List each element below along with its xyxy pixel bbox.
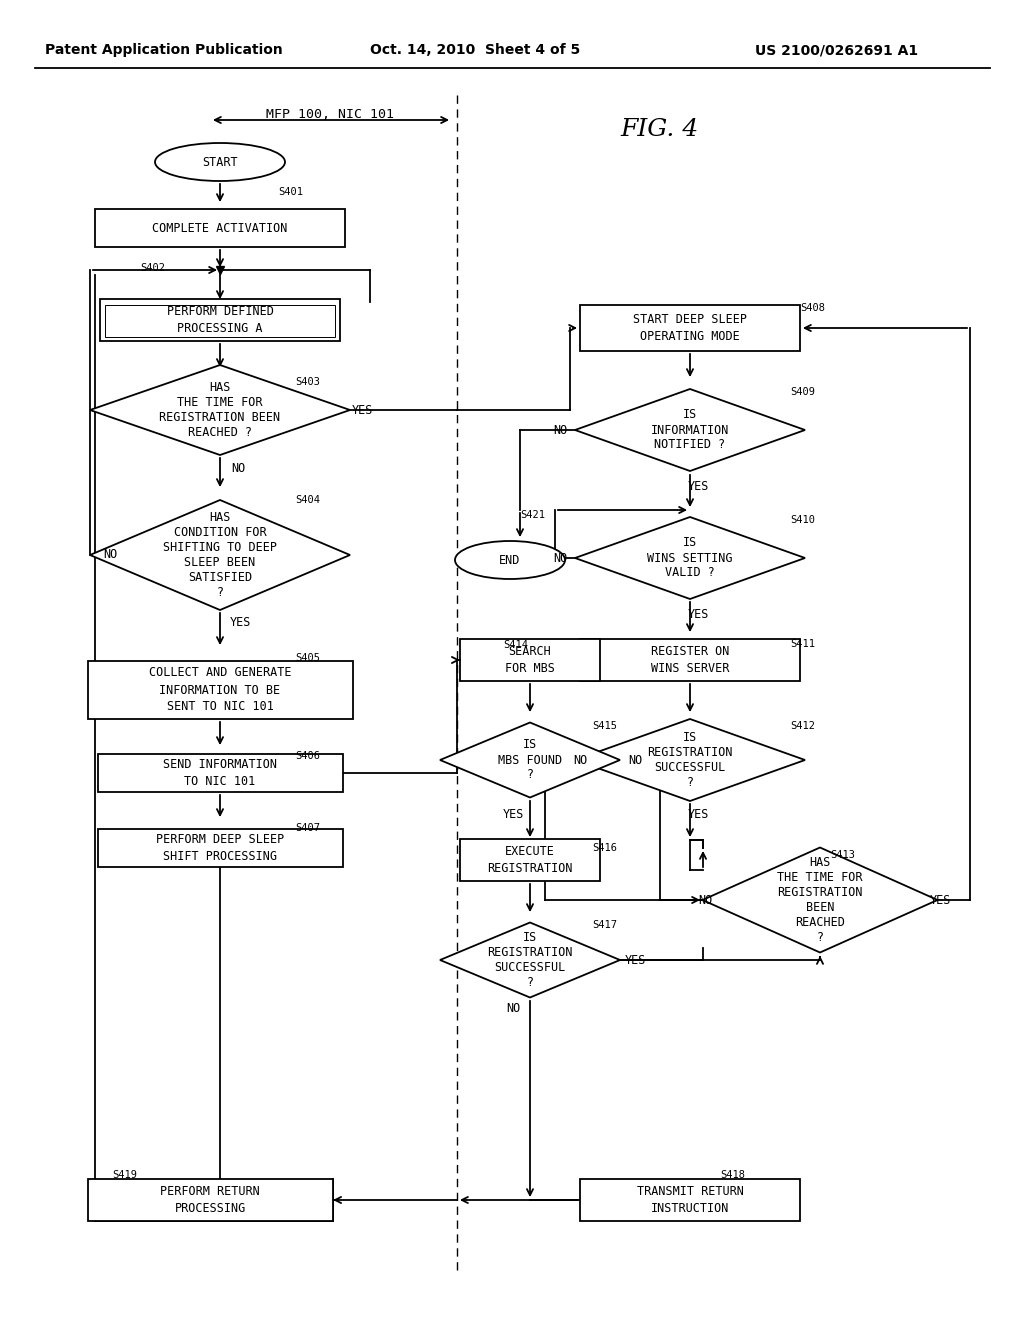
Text: YES: YES <box>687 607 709 620</box>
Text: S405: S405 <box>295 653 319 663</box>
Text: HAS
THE TIME FOR
REGISTRATION
BEEN
REACHED
?: HAS THE TIME FOR REGISTRATION BEEN REACH… <box>777 855 863 944</box>
FancyBboxPatch shape <box>97 754 342 792</box>
Text: TRANSMIT RETURN
INSTRUCTION: TRANSMIT RETURN INSTRUCTION <box>637 1185 743 1214</box>
Text: SEARCH
FOR MBS: SEARCH FOR MBS <box>505 645 555 675</box>
Text: PERFORM DEFINED
PROCESSING A: PERFORM DEFINED PROCESSING A <box>167 305 273 335</box>
Text: EXECUTE
REGISTRATION: EXECUTE REGISTRATION <box>487 845 572 875</box>
Text: S421: S421 <box>520 510 545 520</box>
FancyBboxPatch shape <box>87 661 352 719</box>
Text: S407: S407 <box>295 822 319 833</box>
Text: PERFORM DEEP SLEEP
SHIFT PROCESSING: PERFORM DEEP SLEEP SHIFT PROCESSING <box>156 833 284 863</box>
Text: COMPLETE ACTIVATION: COMPLETE ACTIVATION <box>153 222 288 235</box>
Text: S404: S404 <box>295 495 319 506</box>
Ellipse shape <box>455 541 565 579</box>
Text: YES: YES <box>229 615 251 628</box>
Text: YES: YES <box>687 808 709 821</box>
Text: YES: YES <box>625 953 646 966</box>
Text: END: END <box>500 553 520 566</box>
Text: S402: S402 <box>140 263 165 273</box>
Text: S411: S411 <box>790 639 815 649</box>
Text: START: START <box>202 156 238 169</box>
Text: IS
INFORMATION
NOTIFIED ?: IS INFORMATION NOTIFIED ? <box>651 408 729 451</box>
Text: NO: NO <box>553 424 567 437</box>
Text: FIG. 4: FIG. 4 <box>621 119 699 141</box>
Text: IS
REGISTRATION
SUCCESSFUL
?: IS REGISTRATION SUCCESSFUL ? <box>647 731 733 789</box>
Text: YES: YES <box>687 479 709 492</box>
Polygon shape <box>90 366 350 455</box>
FancyBboxPatch shape <box>460 840 600 880</box>
Text: S406: S406 <box>295 751 319 762</box>
FancyBboxPatch shape <box>100 300 340 341</box>
FancyBboxPatch shape <box>95 209 345 247</box>
Text: Patent Application Publication: Patent Application Publication <box>45 44 283 57</box>
Text: NO: NO <box>230 462 245 474</box>
Text: S419: S419 <box>112 1170 137 1180</box>
Text: REGISTER ON
WINS SERVER: REGISTER ON WINS SERVER <box>651 645 729 675</box>
Polygon shape <box>440 923 620 998</box>
Text: S415: S415 <box>592 721 617 731</box>
Text: IS
MBS FOUND
?: IS MBS FOUND ? <box>498 738 562 781</box>
Text: YES: YES <box>351 404 373 417</box>
FancyBboxPatch shape <box>460 639 600 681</box>
Text: NO: NO <box>102 549 117 561</box>
FancyBboxPatch shape <box>580 1179 800 1221</box>
Text: S410: S410 <box>790 515 815 525</box>
Ellipse shape <box>155 143 285 181</box>
Text: S418: S418 <box>720 1170 745 1180</box>
Text: S417: S417 <box>592 920 617 931</box>
Polygon shape <box>575 719 805 801</box>
Text: NO: NO <box>572 754 587 767</box>
FancyBboxPatch shape <box>580 639 800 681</box>
Text: S412: S412 <box>790 721 815 731</box>
Text: START DEEP SLEEP
OPERATING MODE: START DEEP SLEEP OPERATING MODE <box>633 313 746 343</box>
Text: COLLECT AND GENERATE
INFORMATION TO BE
SENT TO NIC 101: COLLECT AND GENERATE INFORMATION TO BE S… <box>148 667 291 714</box>
Polygon shape <box>575 517 805 599</box>
Text: NO: NO <box>628 754 642 767</box>
Text: MFP 100, NIC 101: MFP 100, NIC 101 <box>266 108 394 121</box>
Text: HAS
CONDITION FOR
SHIFTING TO DEEP
SLEEP BEEN
SATISFIED
?: HAS CONDITION FOR SHIFTING TO DEEP SLEEP… <box>163 511 278 599</box>
Text: S403: S403 <box>295 378 319 387</box>
FancyBboxPatch shape <box>580 305 800 351</box>
FancyBboxPatch shape <box>87 1179 333 1221</box>
Text: HAS
THE TIME FOR
REGISTRATION BEEN
REACHED ?: HAS THE TIME FOR REGISTRATION BEEN REACH… <box>160 381 281 440</box>
Text: PERFORM RETURN
PROCESSING: PERFORM RETURN PROCESSING <box>160 1185 260 1214</box>
Text: NO: NO <box>553 552 567 565</box>
Polygon shape <box>440 722 620 797</box>
Polygon shape <box>575 389 805 471</box>
Text: SEND INFORMATION
TO NIC 101: SEND INFORMATION TO NIC 101 <box>163 758 278 788</box>
Polygon shape <box>702 847 938 953</box>
Text: S416: S416 <box>592 843 617 853</box>
Text: NO: NO <box>698 894 712 907</box>
Text: S409: S409 <box>790 387 815 397</box>
Text: S408: S408 <box>800 304 825 313</box>
Text: S414: S414 <box>503 640 528 649</box>
Text: Oct. 14, 2010  Sheet 4 of 5: Oct. 14, 2010 Sheet 4 of 5 <box>370 44 581 57</box>
Polygon shape <box>90 500 350 610</box>
Text: IS
WINS SETTING
VALID ?: IS WINS SETTING VALID ? <box>647 536 733 579</box>
Text: NO: NO <box>506 1002 520 1015</box>
FancyBboxPatch shape <box>97 829 342 867</box>
Text: IS
REGISTRATION
SUCCESSFUL
?: IS REGISTRATION SUCCESSFUL ? <box>487 931 572 989</box>
Text: S401: S401 <box>278 187 303 197</box>
Text: YES: YES <box>503 808 523 821</box>
Text: US 2100/0262691 A1: US 2100/0262691 A1 <box>755 44 919 57</box>
Text: S413: S413 <box>830 850 855 861</box>
Text: YES: YES <box>930 894 950 907</box>
